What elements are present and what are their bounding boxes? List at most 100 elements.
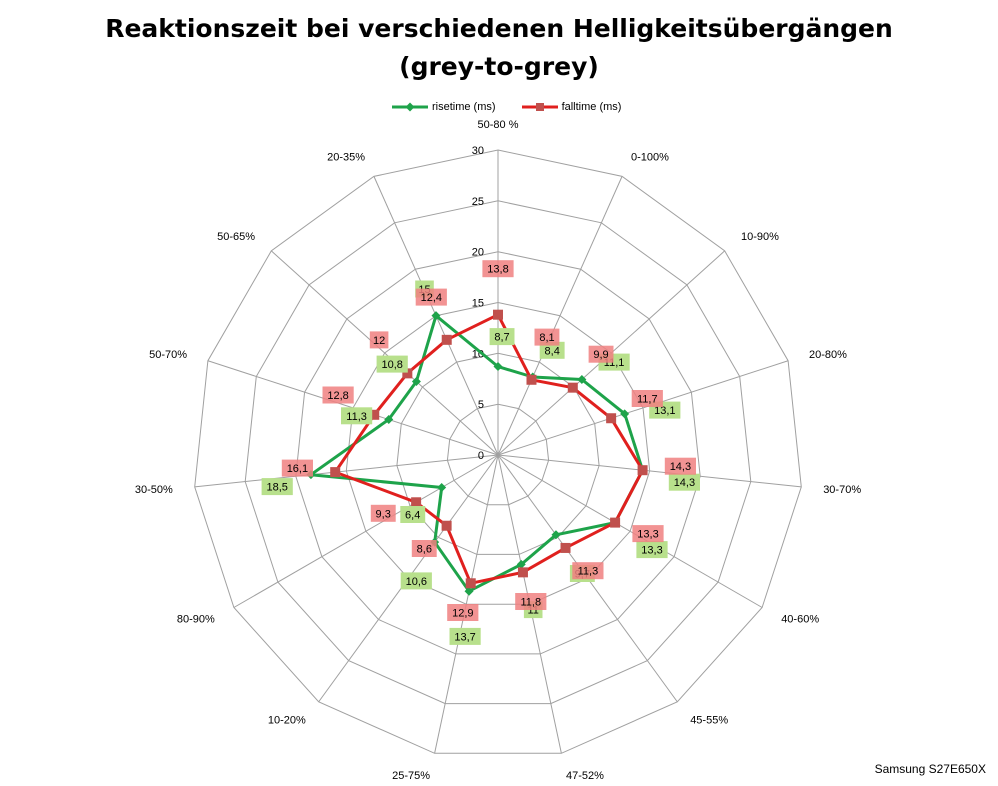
falltime-data-label-bg: [632, 525, 664, 543]
risetime-data-label: 10,6: [406, 576, 427, 588]
risetime-data-label-bg: [400, 572, 432, 590]
grid-spoke: [497, 454, 802, 488]
falltime-data-label: 13,8: [487, 264, 508, 276]
category-label: 20-35%: [327, 151, 365, 163]
falltime-data-label-bg: [588, 345, 614, 363]
falltime-data-label-bg: [572, 562, 604, 580]
grid-ring: [194, 149, 802, 754]
legend-falltime-label: falltime (ms): [561, 101, 622, 113]
axis-tick-label: 5: [478, 399, 484, 411]
risetime-data-label: 13,7: [454, 631, 475, 643]
falltime-data-label-bg: [322, 386, 354, 404]
risetime-data-label: 8,7: [494, 332, 509, 344]
falltime-point: [610, 517, 621, 528]
falltime-point: [330, 467, 341, 478]
risetime-data-label-bg: [668, 473, 700, 491]
falltime-data-label: 13,3: [637, 529, 658, 541]
falltime-point: [402, 368, 413, 379]
chart-title-line1: Reaktionszeit bei verschiedenen Helligke…: [105, 14, 893, 43]
monitor-model-label: Samsung S27E650X: [874, 762, 986, 776]
falltime-data-label: 9,3: [376, 508, 391, 520]
risetime-data-label-bg: [449, 627, 481, 645]
category-label: 20-80%: [809, 349, 847, 361]
falltime-data-label: 11,7: [637, 394, 658, 406]
risetime-data-label: 18,5: [266, 482, 287, 494]
falltime-point: [441, 520, 452, 531]
falltime-point: [493, 309, 503, 320]
legend: risetime (ms) falltime (ms): [392, 101, 621, 113]
legend-falltime-marker: [521, 103, 558, 111]
falltime-data-label-bg: [411, 540, 437, 557]
risetime-data-label: 10,8: [381, 359, 402, 371]
falltime-data-label-bg: [369, 331, 389, 349]
falltime-data-label: 12,8: [327, 390, 348, 402]
falltime-data-label: 12,9: [452, 608, 473, 620]
axis-tick-label: 15: [472, 298, 484, 310]
grid-spoke: [233, 454, 499, 608]
risetime-point: [577, 374, 587, 384]
falltime-point: [517, 567, 528, 578]
category-label: 50-80 %: [478, 119, 519, 131]
category-label: 25-75%: [392, 770, 430, 782]
falltime-data-label: 14,3: [670, 461, 691, 473]
risetime-data-label-bg: [376, 355, 408, 373]
axis-tick-label: 0: [478, 450, 484, 462]
falltime-data-label: 8,6: [417, 544, 432, 556]
falltime-data-label-bg: [482, 260, 514, 278]
falltime-data-label-bg: [415, 288, 447, 306]
falltime-data-label-bg: [631, 390, 663, 407]
category-label: 50-70%: [149, 349, 187, 361]
axis-tick-label: 20: [472, 247, 484, 259]
grid-spoke: [497, 360, 789, 456]
risetime-point: [516, 559, 526, 569]
category-label: 50-65%: [217, 231, 255, 243]
falltime-data-label: 16,1: [287, 463, 308, 475]
grid-ring: [396, 352, 600, 555]
category-label: 10-20%: [268, 715, 306, 727]
category-label: 0-100%: [631, 151, 669, 163]
falltime-data-label: 12,4: [421, 292, 442, 304]
legend-item-falltime: falltime (ms): [521, 101, 622, 113]
risetime-data-label-bg: [261, 478, 293, 496]
falltime-data-label-bg: [447, 604, 479, 621]
falltime-data-label-bg: [515, 593, 547, 610]
risetime-data-label: 6,4: [405, 510, 420, 522]
legend-risetime-marker: [392, 102, 428, 112]
falltime-point: [567, 382, 578, 393]
risetime-point: [384, 414, 394, 424]
falltime-data-label-bg: [664, 457, 696, 475]
grid-ring: [345, 301, 651, 605]
falltime-point: [411, 497, 422, 508]
risetime-point: [551, 530, 561, 540]
risetime-point: [620, 409, 630, 419]
falltime-data-label: 11,8: [521, 597, 542, 609]
risetime-point: [464, 586, 474, 596]
grid-spoke: [497, 454, 763, 608]
risetime-point: [431, 311, 441, 321]
axis-tick-label: 30: [472, 145, 484, 157]
legend-risetime-label: risetime (ms): [432, 101, 496, 113]
falltime-point: [441, 334, 452, 345]
falltime-data-label-bg: [534, 328, 560, 346]
risetime-data-label-bg: [489, 328, 515, 346]
falltime-point: [526, 374, 537, 385]
category-label: 30-50%: [135, 484, 173, 496]
falltime-point: [560, 542, 571, 553]
grid-ring: [295, 251, 701, 655]
grid-ring: [446, 403, 550, 506]
axis-tick-label: 25: [472, 196, 484, 208]
risetime-data-label-bg: [400, 506, 426, 523]
category-label: 30-70%: [823, 484, 861, 496]
risetime-point: [493, 362, 503, 372]
legend-item-risetime: risetime (ms): [392, 101, 496, 113]
risetime-data-label: 13,3: [641, 545, 662, 557]
category-label: 47-52%: [566, 770, 604, 782]
grid-spoke: [194, 454, 499, 488]
falltime-point: [369, 409, 380, 420]
risetime-data-label: 13,1: [654, 405, 675, 417]
falltime-data-label: 11,3: [578, 566, 599, 578]
risetime-point: [411, 377, 421, 387]
chart-title: Reaktionszeit bei verschiedenen Helligke…: [0, 10, 998, 86]
grid-spoke: [271, 250, 499, 456]
